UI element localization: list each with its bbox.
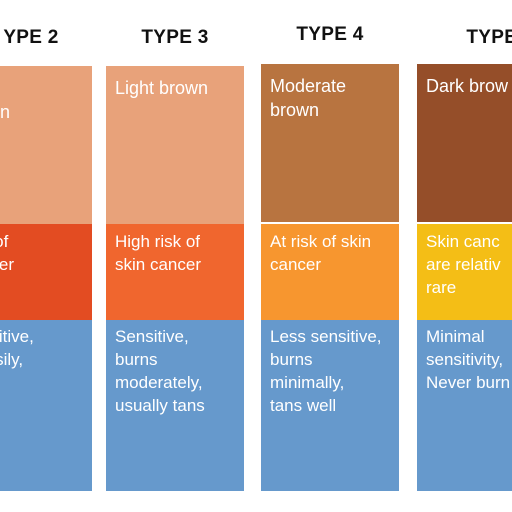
cancer-risk-block: Skin canc are relativ rare [417,224,512,320]
type-label: TYPE 3 [141,27,209,48]
skin-tone-block: Moderate brown [261,64,399,222]
column-type-2: YPE 2 , e skin risk of cancer sensitive,… [0,0,92,512]
sensitivity-block: sensitive, s easily, nally [0,320,92,491]
cancer-risk-block: risk of cancer [0,224,92,320]
column-type-4: TYPE 4 Moderate brown At risk of skin ca… [261,0,399,512]
column-type-3: TYPE 3 Light brown High risk of skin can… [106,0,244,512]
type-label: YPE 2 [3,27,59,48]
column-type-5: TYPE 5 Dark brow Skin canc are relativ r… [417,0,512,512]
sensitivity-block: Minimal sensitivity, Never burn [417,320,512,491]
skin-tone-block: Dark brow [417,64,512,222]
type-label: TYPE 5 [466,27,512,48]
cancer-risk-block: At risk of skin cancer [261,224,399,320]
sensitivity-block: Less sensitive, burns minimally, tans we… [261,320,399,491]
cancer-risk-block: High risk of skin cancer [106,224,244,320]
skin-tone-block: Light brown [106,66,244,224]
skin-tone-block: , e skin [0,66,92,224]
sensitivity-block: Sensitive, burns moderately, usually tan… [106,320,244,491]
type-label: TYPE 4 [296,24,364,45]
